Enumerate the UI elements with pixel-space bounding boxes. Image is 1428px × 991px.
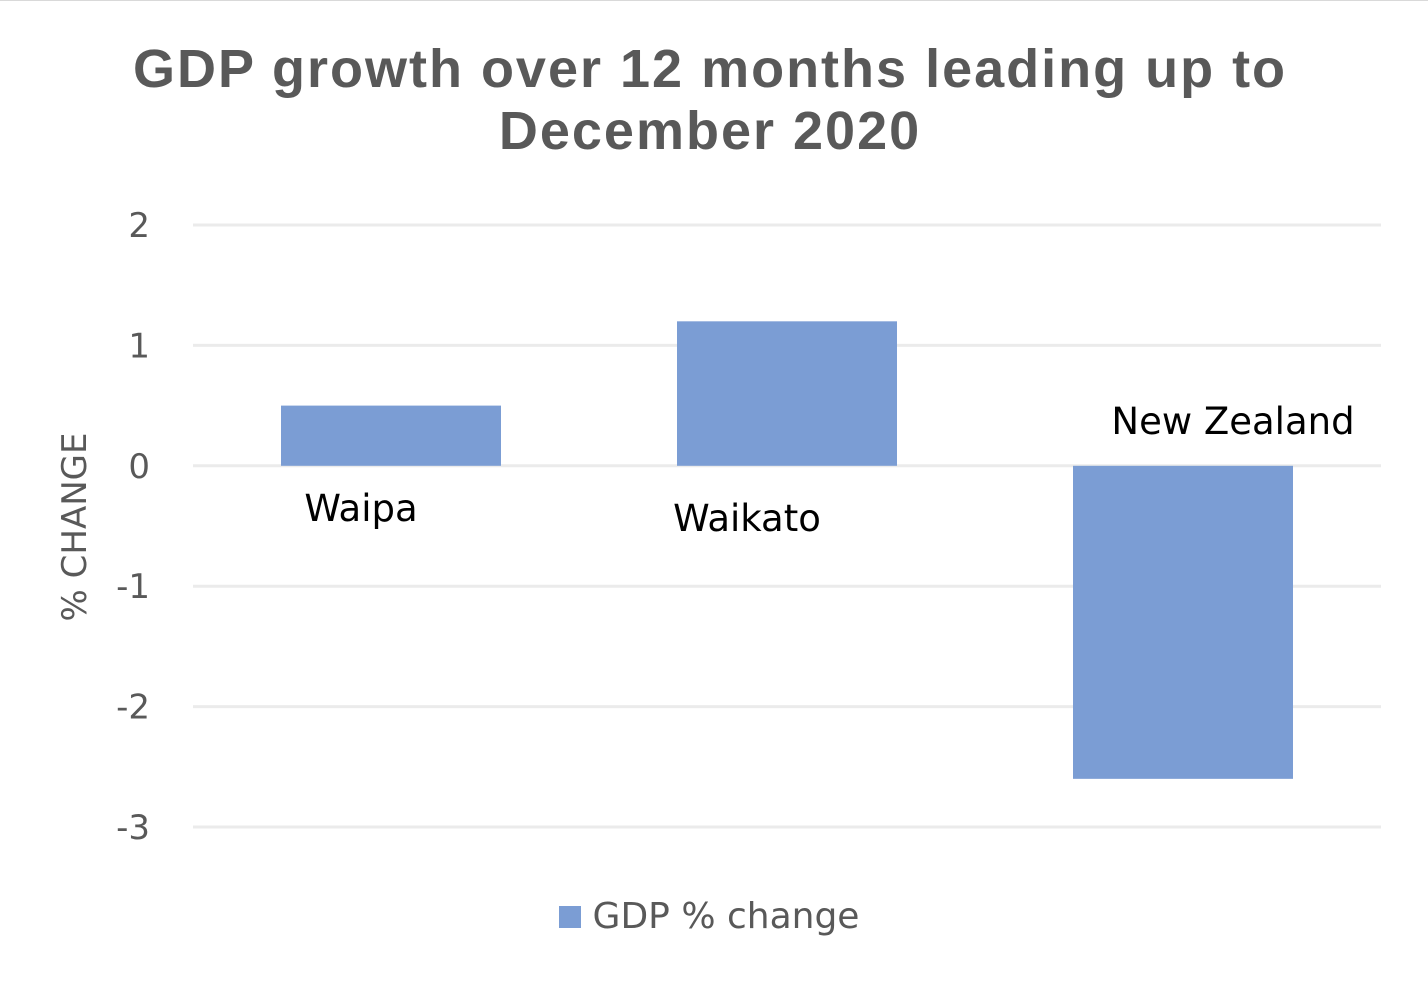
top-border — [0, 0, 1428, 1]
y-axis-title: % CHANGE — [55, 433, 95, 622]
y-tick-label: -2 — [116, 688, 150, 728]
legend: GDP % change — [0, 896, 1428, 937]
legend-swatch — [558, 905, 581, 928]
bars — [281, 321, 1293, 779]
bar-waipa — [281, 405, 501, 466]
bar-waikato — [677, 321, 897, 466]
category-labels: Waipa Waikato New Zealand — [304, 400, 1354, 540]
bar-new-zealand — [1073, 465, 1293, 779]
y-tick-label: -1 — [116, 567, 150, 607]
category-label: New Zealand — [1111, 400, 1354, 443]
category-label: Waikato — [673, 497, 821, 540]
y-tick-label: 1 — [128, 326, 150, 366]
y-tick-label: -3 — [116, 808, 150, 848]
chart-title: GDP growth over 12 months leading up to … — [132, 39, 1288, 161]
y-axis-ticks: 2 1 0 -1 -2 -3 — [116, 206, 150, 848]
y-tick-label: 2 — [128, 206, 150, 246]
category-label: Waipa — [304, 487, 417, 530]
y-tick-label: 0 — [128, 447, 150, 487]
legend-label: GDP % change — [592, 896, 860, 937]
